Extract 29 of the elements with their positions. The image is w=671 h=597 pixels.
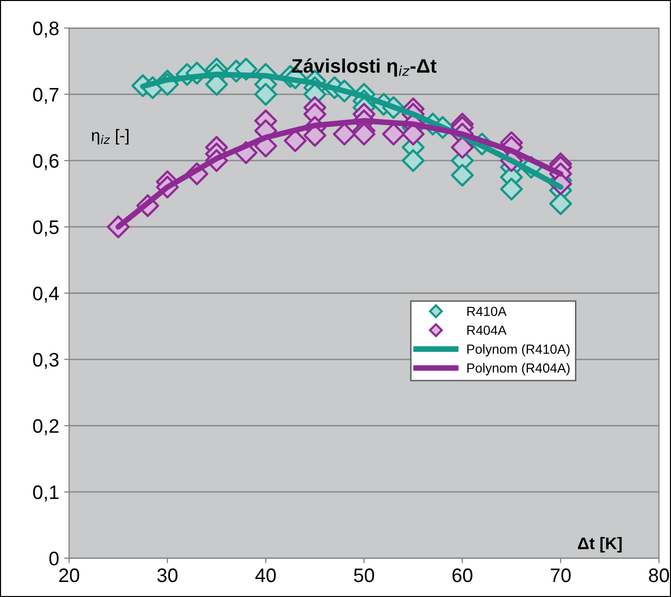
- legend-label: R410A: [467, 306, 507, 316]
- text: Závislosti η$_{iz}$-Δt: [292, 58, 437, 77]
- legend-label: R404A: [467, 326, 507, 335]
- x-tick-label: 40: [255, 568, 276, 582]
- y-tick-label: 0,5: [33, 220, 59, 236]
- y-tick-label: 0,2: [33, 419, 58, 436]
- point: [352, 122, 376, 146]
- x-tick-label: 60: [452, 568, 472, 582]
- y-tick-label: 0,4: [33, 286, 59, 303]
- y-tick-label: 0,6: [33, 154, 59, 170]
- y-tick-label: 0,8: [33, 22, 59, 38]
- x-tick-label: 80: [648, 568, 669, 582]
- x-tick-label: 70: [550, 568, 571, 582]
- x-axis-title: Δt [K]: [578, 536, 622, 553]
- y-tick-label: 0,7: [33, 88, 58, 104]
- y-tick-label: 0,1: [33, 485, 58, 502]
- y-tick-label: 0: [49, 552, 59, 566]
- x-tick-label: 50: [354, 568, 374, 582]
- legend-label: Polynom (R410A): [467, 344, 570, 356]
- x-tick-label: 20: [59, 568, 80, 582]
- point: [500, 178, 523, 200]
- y-axis-title: η$_{iz}$ [-]: [92, 129, 128, 145]
- point: [549, 192, 572, 216]
- point: [450, 164, 474, 187]
- x-tick-label: 30: [157, 568, 178, 582]
- y-tick-label: 0,3: [33, 352, 59, 369]
- point: [402, 149, 425, 172]
- point: [254, 82, 278, 106]
- legend-label: Polynom (R404A): [467, 363, 570, 376]
